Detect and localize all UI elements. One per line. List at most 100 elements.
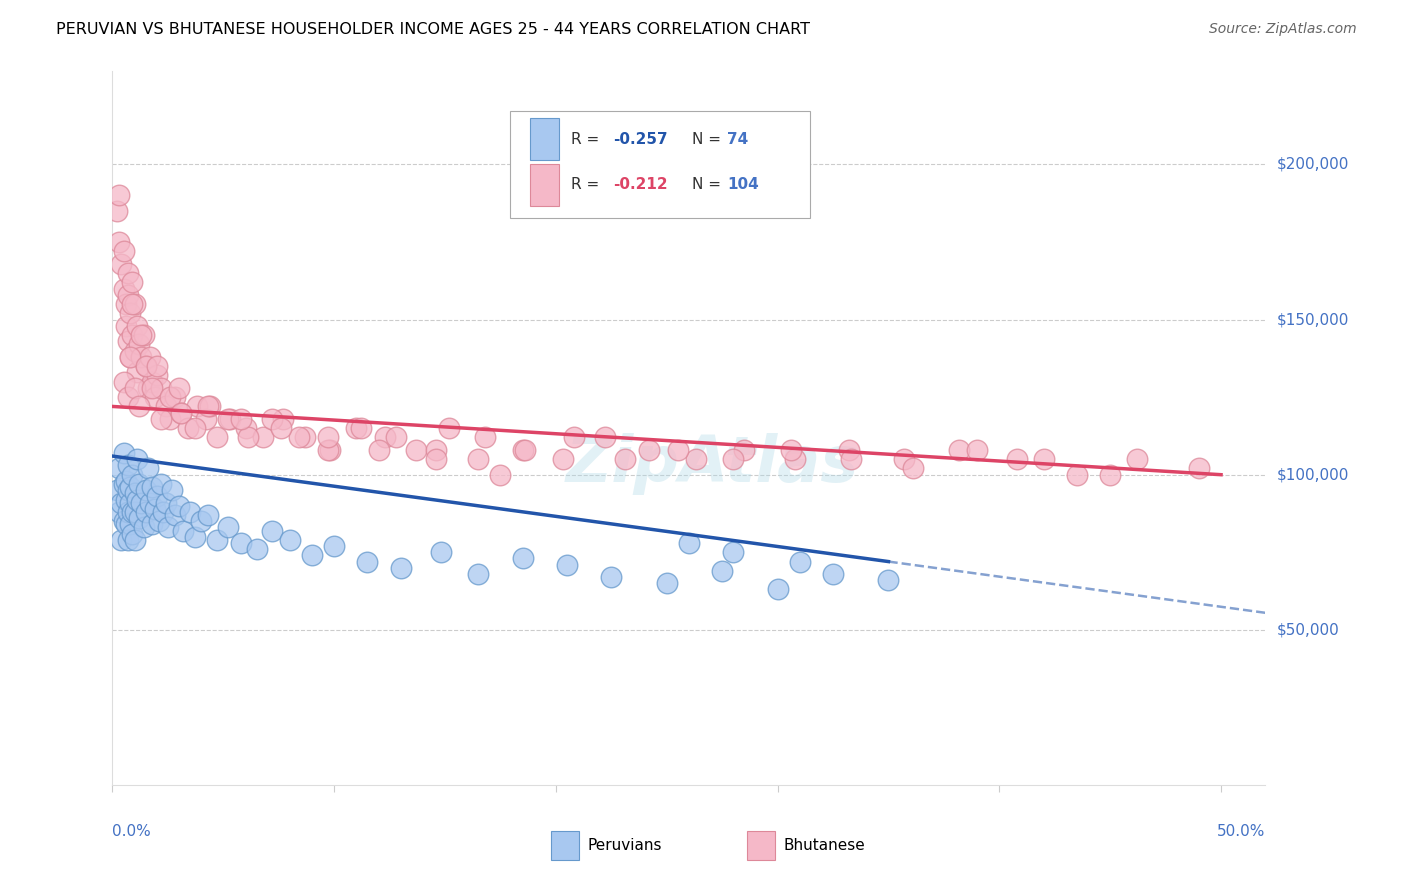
Point <box>120 306 142 320</box>
Point <box>141 480 163 494</box>
Point <box>124 486 146 500</box>
Point <box>319 442 342 457</box>
Point <box>124 343 146 358</box>
Point <box>205 430 228 444</box>
Point <box>789 555 811 569</box>
Point <box>385 430 408 444</box>
Point <box>316 442 339 457</box>
Text: $200,000: $200,000 <box>1277 157 1348 172</box>
Point <box>167 499 190 513</box>
Text: R =: R = <box>571 131 605 146</box>
Point <box>121 276 143 290</box>
Point <box>150 412 173 426</box>
Point <box>108 188 131 202</box>
Point <box>117 390 139 404</box>
Point <box>356 555 378 569</box>
Point <box>114 492 136 507</box>
Point <box>301 549 323 563</box>
Point <box>124 297 146 311</box>
Point <box>562 430 585 444</box>
Point <box>114 474 136 488</box>
Point <box>128 511 150 525</box>
Point <box>685 452 707 467</box>
FancyBboxPatch shape <box>530 118 558 161</box>
Point <box>666 442 689 457</box>
Point <box>135 359 157 373</box>
Text: PERUVIAN VS BHUTANESE HOUSEHOLDER INCOME AGES 25 - 44 YEARS CORRELATION CHART: PERUVIAN VS BHUTANESE HOUSEHOLDER INCOME… <box>56 22 810 37</box>
Point <box>112 375 135 389</box>
Point <box>219 412 242 426</box>
Point <box>121 328 143 343</box>
Point <box>551 452 574 467</box>
Point <box>271 412 294 426</box>
Point <box>194 412 217 426</box>
Point <box>1126 452 1149 467</box>
Point <box>105 204 128 219</box>
Text: 74: 74 <box>727 131 748 146</box>
Point <box>678 536 700 550</box>
Point <box>155 400 177 414</box>
Point <box>821 566 844 581</box>
Point <box>121 526 143 541</box>
Text: $100,000: $100,000 <box>1277 467 1348 483</box>
Point <box>120 480 142 494</box>
Point <box>120 350 142 364</box>
Point <box>162 483 184 498</box>
Point <box>350 421 373 435</box>
Point <box>120 350 142 364</box>
Text: -0.257: -0.257 <box>613 131 668 146</box>
Text: -0.212: -0.212 <box>613 178 668 193</box>
Point <box>155 495 177 509</box>
Point <box>205 533 228 547</box>
Point <box>141 517 163 532</box>
Point <box>129 328 153 343</box>
Point <box>124 381 146 395</box>
Point <box>112 244 135 259</box>
Point <box>143 390 166 404</box>
Point <box>108 235 131 249</box>
Point <box>197 400 219 414</box>
Point <box>270 421 292 435</box>
Point <box>252 430 274 444</box>
Point <box>513 442 536 457</box>
Point <box>217 412 239 426</box>
Point <box>128 400 150 414</box>
Point <box>966 442 988 457</box>
Point <box>129 350 153 364</box>
Point <box>425 442 447 457</box>
Point <box>229 412 252 426</box>
Text: R =: R = <box>571 178 605 193</box>
Point <box>150 477 173 491</box>
Point <box>112 281 135 295</box>
Point <box>655 576 678 591</box>
Text: N =: N = <box>692 131 727 146</box>
Point <box>110 495 132 509</box>
Point <box>489 467 512 482</box>
Point <box>374 430 396 444</box>
Point <box>467 452 489 467</box>
Point <box>110 257 132 271</box>
Text: 104: 104 <box>727 178 759 193</box>
Point <box>114 318 136 333</box>
Point <box>141 381 163 395</box>
Point <box>117 266 139 280</box>
Point <box>179 505 201 519</box>
Point <box>235 421 257 435</box>
Point <box>367 442 389 457</box>
Point <box>114 297 136 311</box>
Point <box>117 533 139 547</box>
Point <box>217 520 239 534</box>
Point <box>177 421 200 435</box>
Point <box>117 458 139 473</box>
Point <box>278 533 301 547</box>
Point <box>159 412 181 426</box>
Point <box>128 337 150 351</box>
Point <box>1032 452 1054 467</box>
Point <box>124 505 146 519</box>
Point <box>877 573 900 587</box>
Point <box>439 421 461 435</box>
Point <box>121 505 143 519</box>
Point <box>110 533 132 547</box>
Point <box>236 430 259 444</box>
Point <box>711 564 734 578</box>
